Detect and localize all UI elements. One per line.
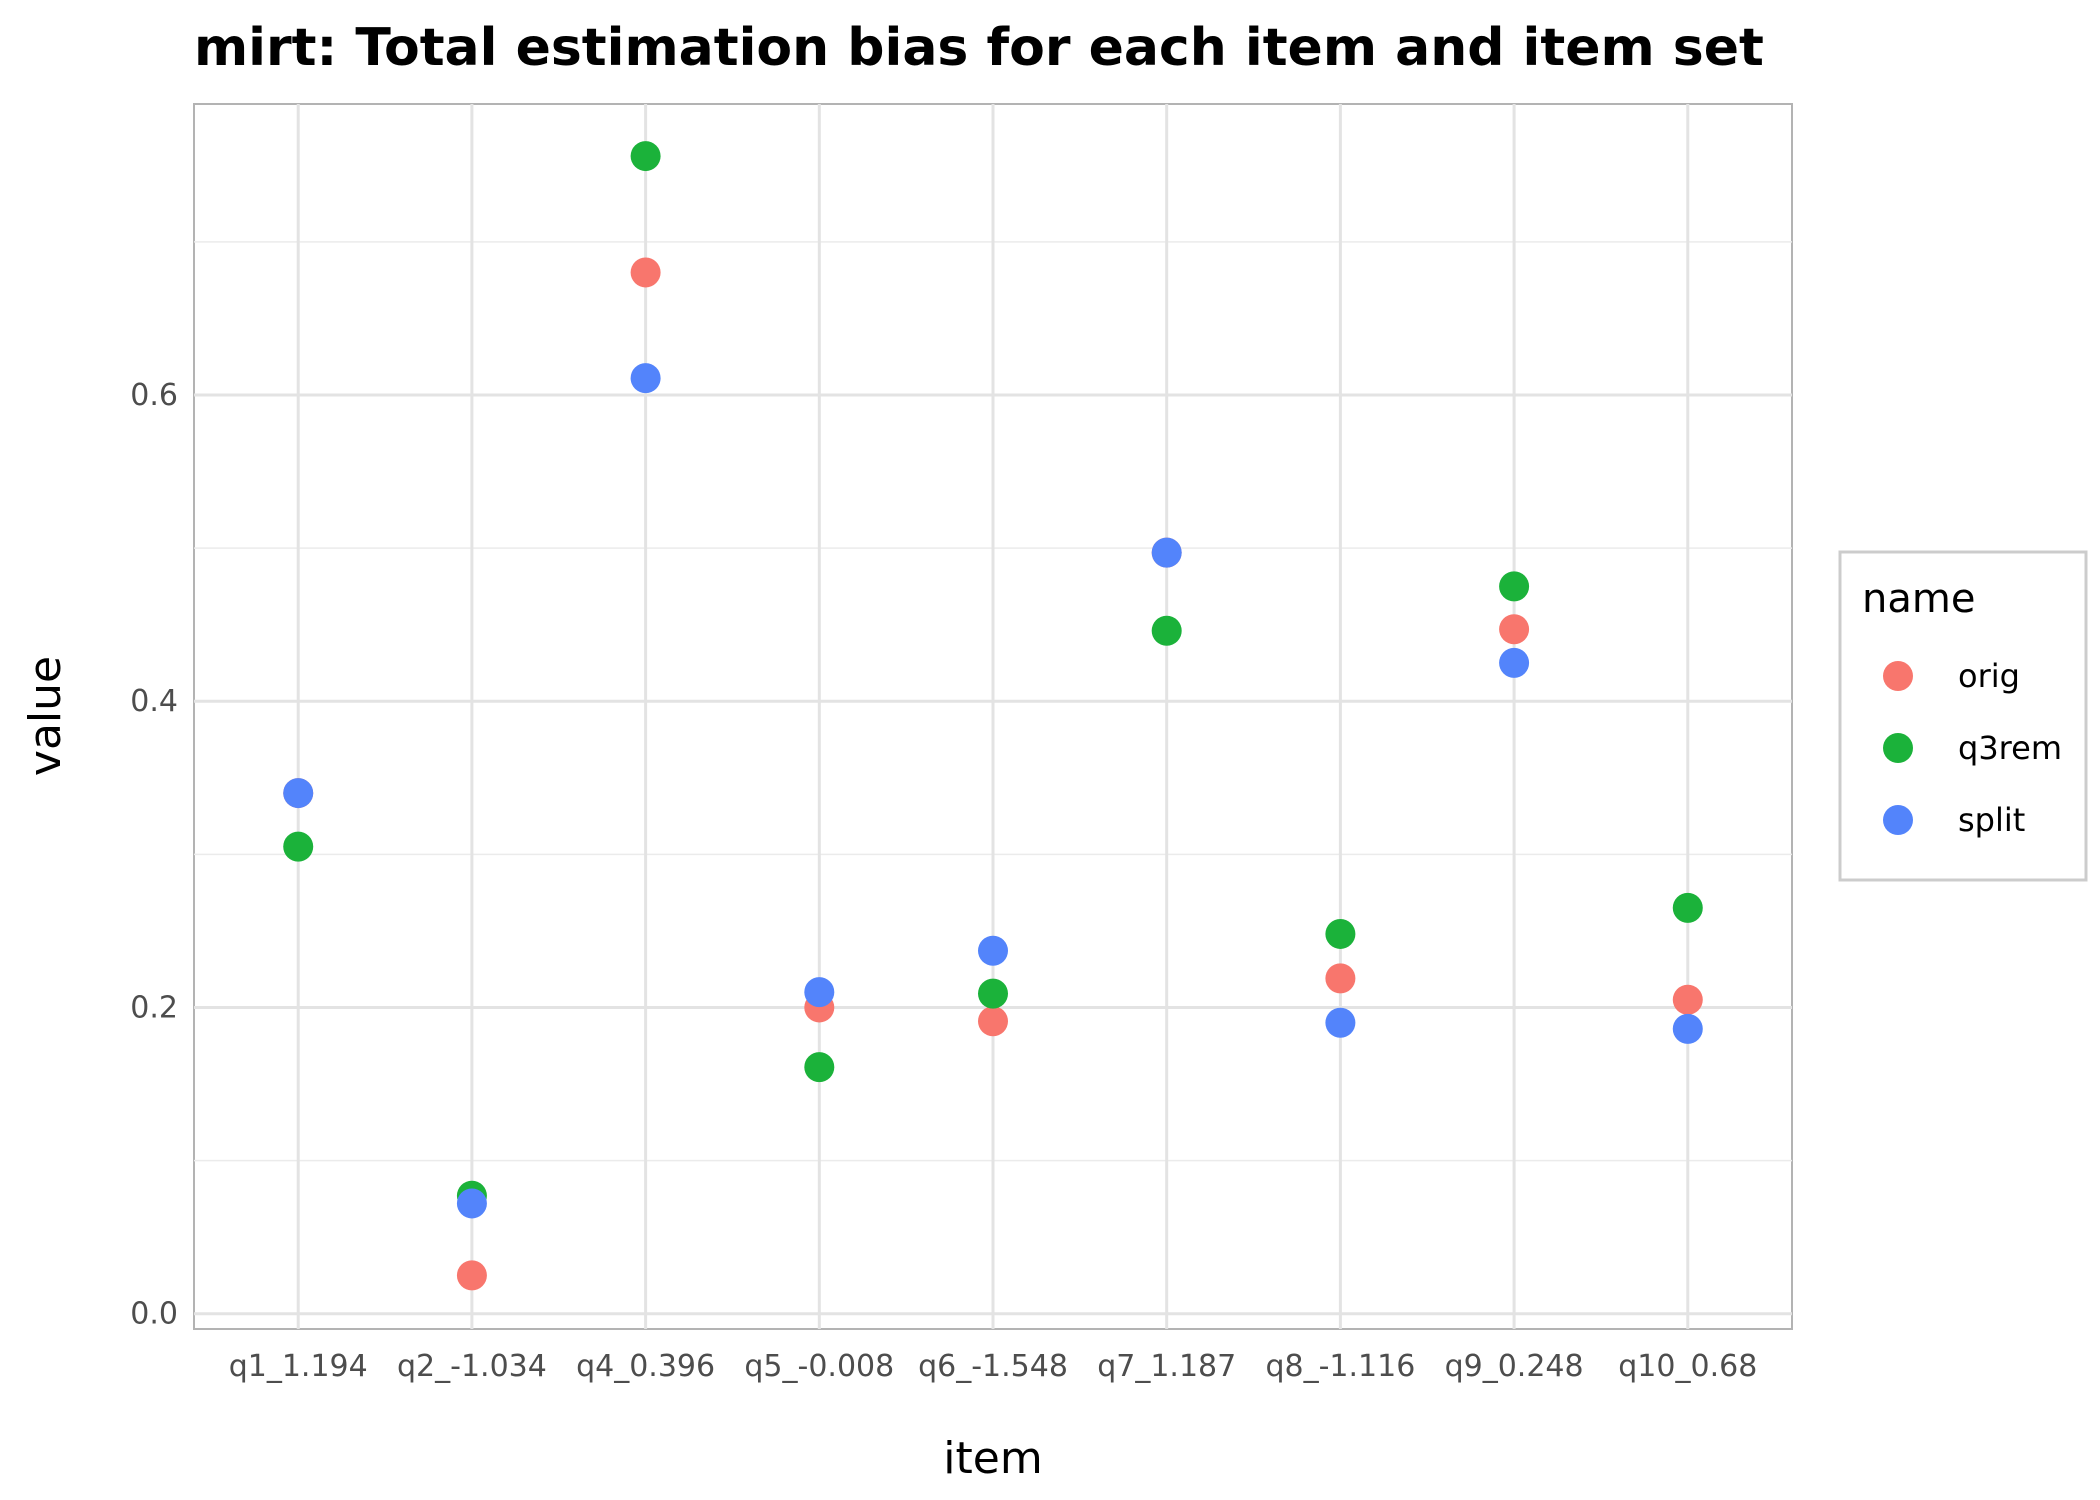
y-tick-label: 0.4	[130, 684, 178, 719]
point-split	[456, 1188, 487, 1219]
point-q3rem	[1499, 571, 1530, 602]
point-orig	[978, 1006, 1008, 1037]
legend-box	[1838, 550, 2088, 882]
point-q3rem	[1151, 615, 1182, 646]
point-split	[283, 778, 314, 809]
point-q3rem	[1325, 918, 1356, 949]
point-split	[1325, 1007, 1356, 1038]
legend-label-orig: orig	[1958, 657, 2020, 695]
x-axis-tick-labels: q1_1.194 q2_-1.034 q4_0.396 q5_-0.008 q6_-1.…	[229, 1349, 1758, 1384]
point-orig	[1672, 984, 1703, 1015]
legend-key-split	[1883, 805, 1913, 835]
point-split	[1499, 647, 1530, 678]
legend-label-split: split	[1958, 801, 2025, 839]
point-q3rem	[1672, 892, 1703, 923]
point-q3rem	[283, 831, 314, 862]
major-gridlines	[194, 104, 1792, 1329]
legend-key-orig	[1883, 661, 1913, 691]
x-tick-label: q7_1.187	[1097, 1349, 1236, 1384]
point-q3rem	[630, 141, 661, 172]
x-tick-label: q5_-0.008	[744, 1349, 894, 1384]
point-orig	[1499, 614, 1530, 645]
x-tick-label: q6_-1.548	[918, 1349, 1068, 1384]
point-q3rem	[978, 978, 1008, 1009]
point-q3rem	[804, 1052, 835, 1083]
x-tick-label: q8_-1.116	[1265, 1349, 1415, 1384]
legend-items: orig q3rem split	[1883, 657, 2062, 839]
y-axis-tick-labels: 0.0 0.2 0.4 0.6	[130, 378, 178, 1332]
x-tick-label: q9_0.248	[1445, 1349, 1584, 1384]
point-orig	[456, 1260, 487, 1291]
chart-title: mirt: Total estimation bias for each ite…	[194, 18, 1764, 78]
point-orig	[630, 257, 661, 288]
x-tick-label: q4_0.396	[576, 1349, 715, 1384]
x-tick-label: q1_1.194	[229, 1349, 368, 1384]
legend-key-q3rem	[1883, 733, 1913, 763]
x-tick-label: q10_0.68	[1618, 1349, 1757, 1384]
point-split	[630, 363, 661, 394]
point-split	[1151, 537, 1182, 568]
legend: name orig q3rem split	[1838, 550, 2088, 882]
point-split	[1672, 1013, 1703, 1044]
y-tick-label: 0.2	[130, 990, 178, 1025]
x-tick-label: q2_-1.034	[397, 1349, 547, 1384]
y-axis-title: value	[20, 656, 71, 776]
x-axis-title: item	[943, 1433, 1042, 1484]
y-tick-label: 0.0	[130, 1297, 178, 1332]
point-orig	[1325, 963, 1356, 994]
legend-label-q3rem: q3rem	[1958, 729, 2062, 767]
point-split	[978, 935, 1008, 966]
legend-title: name	[1862, 576, 1975, 622]
point-split	[804, 977, 835, 1008]
data-points	[283, 141, 1703, 1291]
y-tick-label: 0.6	[130, 378, 178, 413]
